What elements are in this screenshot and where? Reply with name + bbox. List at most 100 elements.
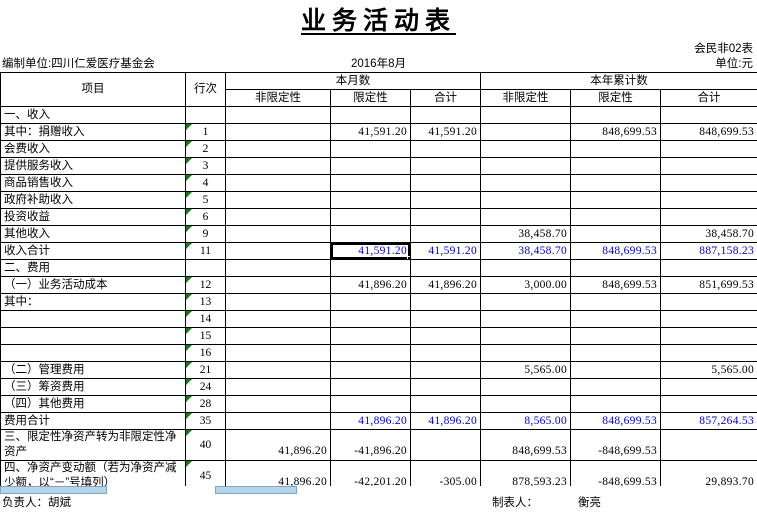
cell-month-total[interactable] <box>411 430 481 461</box>
cell-month-unrestricted[interactable] <box>226 158 331 175</box>
cell-year-restricted[interactable] <box>571 107 661 124</box>
cell-month-total[interactable] <box>411 362 481 379</box>
cell-year-restricted[interactable]: -848,699.53 <box>571 430 661 461</box>
cell-month-total[interactable] <box>411 260 481 277</box>
cell-month-unrestricted[interactable] <box>226 294 331 311</box>
cell-year-total[interactable]: 5,565.00 <box>661 362 757 379</box>
cell-month-unrestricted[interactable] <box>226 192 331 209</box>
cell-year-total[interactable] <box>661 396 757 413</box>
cell-month-unrestricted[interactable] <box>226 226 331 243</box>
cell-year-restricted[interactable] <box>571 311 661 328</box>
row-number-cell[interactable]: 35 <box>186 413 226 430</box>
cell-month-total[interactable] <box>411 192 481 209</box>
horizontal-scrollbar[interactable] <box>0 486 757 493</box>
cell-month-total[interactable]: 41,591.20 <box>411 243 481 260</box>
row-label[interactable]: （一）业务活动成本 <box>1 277 186 294</box>
row-number-cell[interactable]: 6 <box>186 209 226 226</box>
row-number-cell[interactable]: 21 <box>186 362 226 379</box>
cell-month-unrestricted[interactable] <box>226 243 331 260</box>
cell-year-restricted[interactable] <box>571 379 661 396</box>
cell-year-restricted[interactable]: 848,699.53 <box>571 124 661 141</box>
cell-year-unrestricted[interactable]: 5,565.00 <box>481 362 571 379</box>
cell-year-restricted[interactable] <box>571 345 661 362</box>
row-number-cell[interactable]: 13 <box>186 294 226 311</box>
cell-year-restricted[interactable] <box>571 260 661 277</box>
cell-year-total[interactable]: 848,699.53 <box>661 124 757 141</box>
cell-month-unrestricted[interactable] <box>226 124 331 141</box>
cell-month-total[interactable]: 41,896.20 <box>411 413 481 430</box>
cell-year-unrestricted[interactable] <box>481 107 571 124</box>
cell-month-restricted[interactable] <box>331 294 411 311</box>
cell-year-unrestricted[interactable] <box>481 158 571 175</box>
cell-month-unrestricted[interactable] <box>226 277 331 294</box>
row-number-cell[interactable] <box>186 107 226 124</box>
cell-year-total[interactable] <box>661 311 757 328</box>
cell-year-total[interactable] <box>661 158 757 175</box>
cell-year-restricted[interactable] <box>571 294 661 311</box>
cell-year-total[interactable] <box>661 379 757 396</box>
cell-year-unrestricted[interactable]: 8,565.00 <box>481 413 571 430</box>
cell-month-unrestricted[interactable] <box>226 396 331 413</box>
cell-year-total[interactable] <box>661 107 757 124</box>
cell-month-unrestricted[interactable] <box>226 413 331 430</box>
row-label[interactable]: （四）其他费用 <box>1 396 186 413</box>
cell-month-restricted[interactable] <box>331 226 411 243</box>
cell-year-total[interactable]: 857,264.53 <box>661 413 757 430</box>
cell-month-unrestricted[interactable] <box>226 175 331 192</box>
cell-year-unrestricted[interactable] <box>481 141 571 158</box>
cell-month-total[interactable] <box>411 175 481 192</box>
cell-year-total[interactable]: 851,699.53 <box>661 277 757 294</box>
cell-year-restricted[interactable] <box>571 209 661 226</box>
cell-month-unrestricted[interactable] <box>226 379 331 396</box>
cell-month-restricted[interactable] <box>331 311 411 328</box>
cell-month-total[interactable] <box>411 107 481 124</box>
row-number-cell[interactable]: 9 <box>186 226 226 243</box>
cell-year-unrestricted[interactable]: 38,458.70 <box>481 226 571 243</box>
cell-year-restricted[interactable] <box>571 158 661 175</box>
cell-year-restricted[interactable] <box>571 362 661 379</box>
row-label[interactable]: 商品销售收入 <box>1 175 186 192</box>
cell-year-unrestricted[interactable] <box>481 175 571 192</box>
cell-month-unrestricted[interactable] <box>226 260 331 277</box>
row-label[interactable] <box>1 345 186 362</box>
cell-year-restricted[interactable] <box>571 192 661 209</box>
cell-year-restricted[interactable] <box>571 396 661 413</box>
cell-month-total[interactable]: 41,896.20 <box>411 277 481 294</box>
cell-month-restricted[interactable] <box>331 158 411 175</box>
cell-month-unrestricted[interactable] <box>226 362 331 379</box>
cell-year-restricted[interactable]: 848,699.53 <box>571 277 661 294</box>
cell-year-restricted[interactable] <box>571 226 661 243</box>
row-number-cell[interactable]: 2 <box>186 141 226 158</box>
row-number-cell[interactable]: 14 <box>186 311 226 328</box>
row-label[interactable]: 会费收入 <box>1 141 186 158</box>
cell-month-restricted[interactable]: 41,591.20 <box>331 124 411 141</box>
cell-month-total[interactable] <box>411 345 481 362</box>
row-label[interactable]: 投资收益 <box>1 209 186 226</box>
cell-month-restricted[interactable]: -41,896.20 <box>331 430 411 461</box>
cell-month-restricted[interactable] <box>331 396 411 413</box>
row-number-cell[interactable]: 1 <box>186 124 226 141</box>
cell-year-total[interactable] <box>661 192 757 209</box>
cell-year-total[interactable] <box>661 430 757 461</box>
cell-year-unrestricted[interactable] <box>481 345 571 362</box>
cell-year-total[interactable]: 38,458.70 <box>661 226 757 243</box>
cell-year-unrestricted[interactable] <box>481 396 571 413</box>
cell-year-unrestricted[interactable]: 848,699.53 <box>481 430 571 461</box>
cell-year-unrestricted[interactable] <box>481 311 571 328</box>
cell-year-unrestricted[interactable] <box>481 328 571 345</box>
cell-year-total[interactable] <box>661 209 757 226</box>
row-number-cell[interactable]: 11 <box>186 243 226 260</box>
row-label[interactable]: 其他收入 <box>1 226 186 243</box>
cell-year-unrestricted[interactable] <box>481 379 571 396</box>
cell-month-restricted[interactable] <box>331 345 411 362</box>
cell-year-restricted[interactable]: 848,699.53 <box>571 243 661 260</box>
row-number-cell[interactable] <box>186 260 226 277</box>
cell-month-restricted[interactable] <box>331 141 411 158</box>
cell-month-restricted[interactable] <box>331 260 411 277</box>
row-label[interactable]: 三、限定性净资产转为非限定性净资产 <box>1 430 186 461</box>
cell-month-restricted[interactable] <box>331 328 411 345</box>
row-number-cell[interactable]: 16 <box>186 345 226 362</box>
cell-year-unrestricted[interactable]: 3,000.00 <box>481 277 571 294</box>
row-number-cell[interactable]: 28 <box>186 396 226 413</box>
cell-month-unrestricted[interactable] <box>226 209 331 226</box>
